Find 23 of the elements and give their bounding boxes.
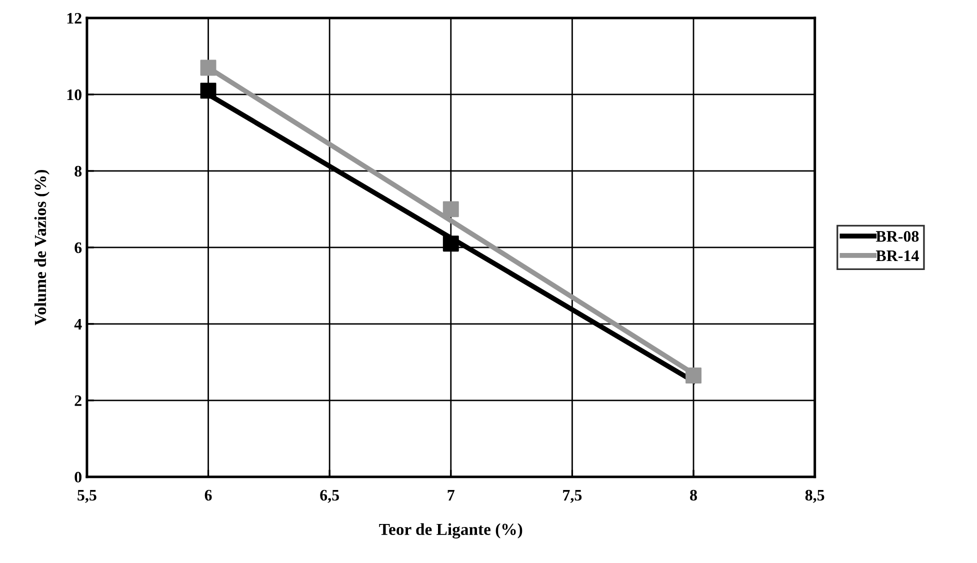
y-tick-label: 0 bbox=[74, 472, 82, 483]
point bbox=[442, 236, 459, 252]
x-axis-title: Teor de Ligante (%) bbox=[379, 523, 522, 539]
x-tick-label: 6 bbox=[204, 490, 212, 501]
point bbox=[200, 82, 216, 99]
y-tick-label: 4 bbox=[74, 318, 82, 330]
x-tick-label: 7 bbox=[448, 490, 454, 500]
point bbox=[686, 368, 702, 384]
x-tick-label: 7,5 bbox=[563, 490, 582, 503]
x-tick-label: 8 bbox=[690, 490, 697, 501]
y-tick-label: 6 bbox=[74, 242, 82, 254]
x-tick-label: 8,5 bbox=[805, 490, 824, 503]
legend-label: BR-14 bbox=[876, 250, 919, 262]
y-tick-label: 10 bbox=[67, 89, 82, 100]
y-tick-label: 2 bbox=[74, 395, 82, 406]
y-axis-title: Volume de Vazios (%) bbox=[34, 170, 50, 326]
point bbox=[442, 201, 459, 218]
point bbox=[200, 60, 216, 76]
y-tick-label: 12 bbox=[67, 12, 82, 24]
legend-label: BR-08 bbox=[876, 231, 919, 242]
x-tick-label: 6,5 bbox=[320, 490, 339, 503]
x-tick-label: 5,5 bbox=[78, 490, 96, 503]
y-tick-label: 8 bbox=[74, 166, 82, 177]
